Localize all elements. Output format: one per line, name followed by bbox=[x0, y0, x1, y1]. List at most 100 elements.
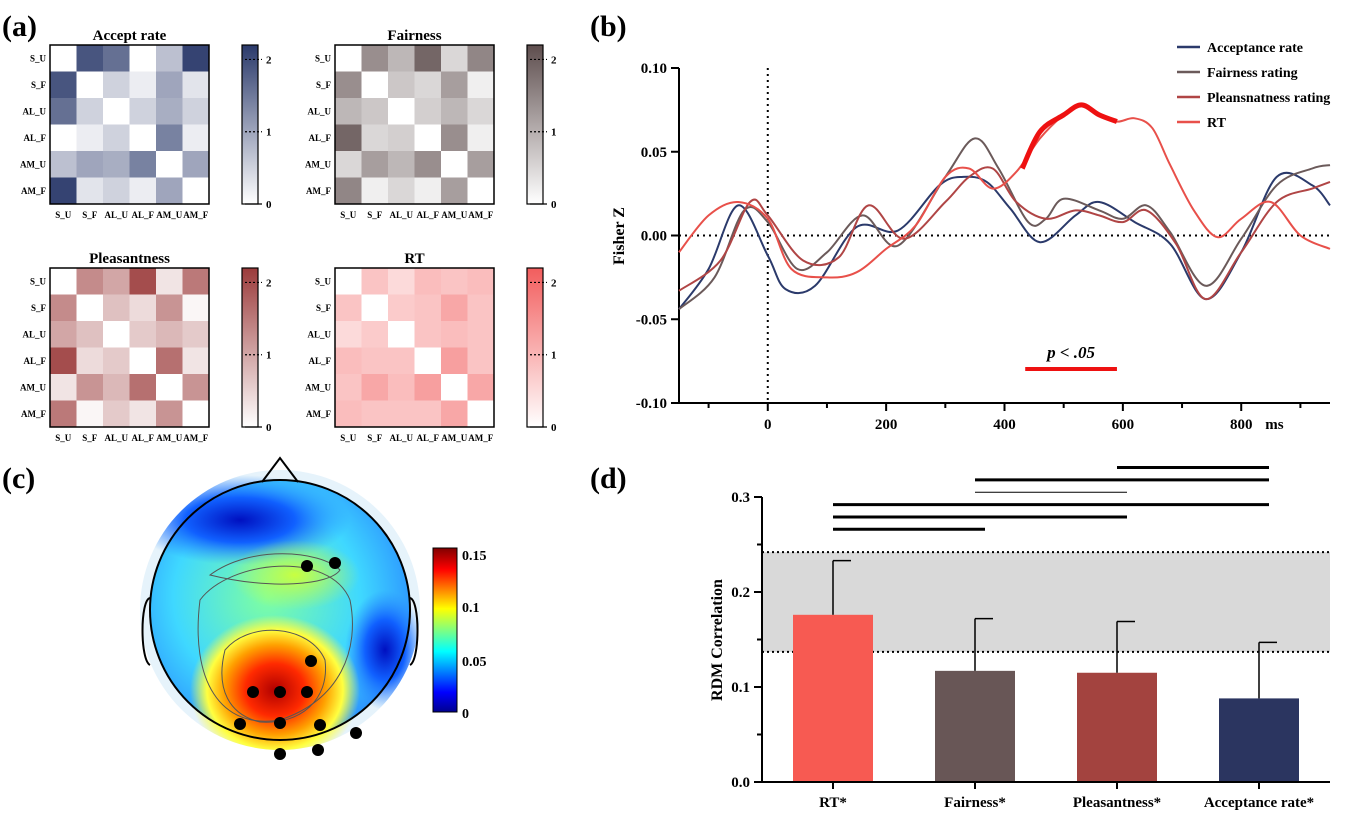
heatmap-cell bbox=[335, 268, 362, 295]
heatmap-cell bbox=[414, 347, 441, 374]
heatmap-col-label: AM_U bbox=[441, 210, 467, 220]
category-label: Fairness* bbox=[944, 795, 1006, 811]
heatmap-cell bbox=[156, 45, 183, 72]
heatmap-cell bbox=[182, 294, 209, 321]
heatmap-cell bbox=[156, 71, 183, 98]
heatmap-cell bbox=[467, 124, 494, 151]
y-tick-label: -0.10 bbox=[636, 396, 667, 412]
panel-d-bar-chart: RT* Fairness* Pleasantness* Acceptance rate… bbox=[709, 466, 1330, 811]
series-line bbox=[678, 103, 1331, 279]
heatmap-title: Accept rate bbox=[93, 28, 167, 44]
heatmap-cell bbox=[335, 124, 362, 151]
heatmap-cell bbox=[388, 124, 415, 151]
heatmap-row-label: AL_U bbox=[22, 329, 46, 339]
heatmap-cell bbox=[50, 294, 77, 321]
electrode-markers bbox=[234, 557, 362, 760]
heatmap-cell bbox=[335, 45, 362, 72]
electrode bbox=[301, 560, 313, 572]
electrode bbox=[329, 557, 341, 569]
electrode bbox=[314, 719, 326, 731]
heatmap-cell bbox=[361, 124, 388, 151]
heatmap-cell bbox=[467, 71, 494, 98]
heatmap-cell bbox=[441, 45, 468, 72]
heatmap-cell bbox=[76, 321, 103, 348]
heatmap-cell bbox=[129, 400, 156, 427]
heatmap-cell bbox=[156, 400, 183, 427]
electrode bbox=[305, 655, 317, 667]
colorbar-tick-label: 1 bbox=[266, 350, 272, 362]
heatmap-cell bbox=[467, 45, 494, 72]
bar bbox=[793, 614, 873, 782]
heatmap-cell bbox=[441, 98, 468, 125]
heatmap-cell bbox=[182, 98, 209, 125]
heatmap-col-label: AM_F bbox=[468, 210, 493, 220]
series-line bbox=[678, 137, 1331, 310]
heatmap-cell bbox=[156, 177, 183, 204]
heatmap-cell bbox=[467, 347, 494, 374]
heatmap-col-label: AL_F bbox=[417, 433, 440, 443]
heatmap-cell bbox=[76, 400, 103, 427]
heatmap-cell bbox=[441, 374, 468, 401]
heatmap-col-label: S_U bbox=[340, 210, 357, 220]
heatmap-cell bbox=[414, 268, 441, 295]
heatmap-row-label: S_U bbox=[30, 53, 47, 63]
heatmap-col-label: S_F bbox=[82, 210, 98, 220]
heatmap-cell bbox=[76, 177, 103, 204]
heatmap-cell bbox=[361, 71, 388, 98]
heatmap-cell bbox=[335, 151, 362, 178]
topo-colorbar-tick-label: 0 bbox=[462, 707, 469, 722]
heatmap-cell bbox=[388, 151, 415, 178]
heatmap-cell bbox=[441, 400, 468, 427]
colorbar-tick-label: 1 bbox=[266, 127, 272, 139]
heatmap-col-label: AM_U bbox=[156, 433, 182, 443]
heatmap-cell bbox=[361, 294, 388, 321]
heatmap-row-label: S_U bbox=[315, 53, 332, 63]
heatmap-colorbar bbox=[526, 44, 544, 205]
heatmap-colorbar bbox=[526, 267, 544, 428]
heatmap-row-label: AM_F bbox=[21, 409, 46, 419]
heatmap-cell bbox=[103, 321, 130, 348]
significant-segment bbox=[1020, 102, 1118, 170]
heatmap-cell bbox=[129, 347, 156, 374]
heatmap-frame bbox=[334, 44, 495, 205]
series-line bbox=[678, 171, 1331, 310]
legend-label: Fairness rating bbox=[1207, 66, 1298, 81]
panel-label-c: (c) bbox=[2, 462, 35, 495]
y-tick-label: -0.05 bbox=[636, 312, 667, 328]
heatmap-cell bbox=[50, 347, 77, 374]
heatmap-row-label: AM_U bbox=[305, 159, 331, 169]
heatmap-title: RT bbox=[404, 251, 424, 267]
panel-label-b: (b) bbox=[590, 10, 627, 43]
topo-contour bbox=[221, 629, 327, 723]
heatmap-cell bbox=[76, 374, 103, 401]
heatmap-cell bbox=[50, 45, 77, 72]
heatmap-cell bbox=[361, 400, 388, 427]
x-tick-label: 0 bbox=[764, 417, 772, 433]
heatmap-cell bbox=[388, 45, 415, 72]
heatmap-cell bbox=[129, 294, 156, 321]
heatmap-cell bbox=[76, 124, 103, 151]
heatmap-cell bbox=[182, 400, 209, 427]
colorbar-tick-label: 0 bbox=[551, 199, 557, 211]
head-outline bbox=[149, 479, 411, 741]
heatmap-cell bbox=[76, 45, 103, 72]
heatmap-cell bbox=[50, 151, 77, 178]
heatmap-colorbar bbox=[241, 267, 259, 428]
heatmap-cell bbox=[129, 151, 156, 178]
heatmap-cell bbox=[103, 374, 130, 401]
heatmap-cell bbox=[361, 321, 388, 348]
heatmap-cell bbox=[156, 294, 183, 321]
colorbar-tick-label: 0 bbox=[551, 422, 557, 434]
heatmap-cell bbox=[182, 151, 209, 178]
heatmap-cell bbox=[414, 294, 441, 321]
heatmap-cell bbox=[467, 177, 494, 204]
heatmap-cell bbox=[50, 321, 77, 348]
heatmap-col-label: AL_F bbox=[132, 433, 155, 443]
heatmap-cell bbox=[182, 124, 209, 151]
y-tick-label: 0.0 bbox=[731, 775, 750, 791]
electrode bbox=[350, 727, 362, 739]
heatmap-cell bbox=[129, 374, 156, 401]
legend-label: Pleansnatness rating bbox=[1207, 91, 1330, 106]
heatmap-cell bbox=[414, 177, 441, 204]
heatmap-cell bbox=[50, 374, 77, 401]
